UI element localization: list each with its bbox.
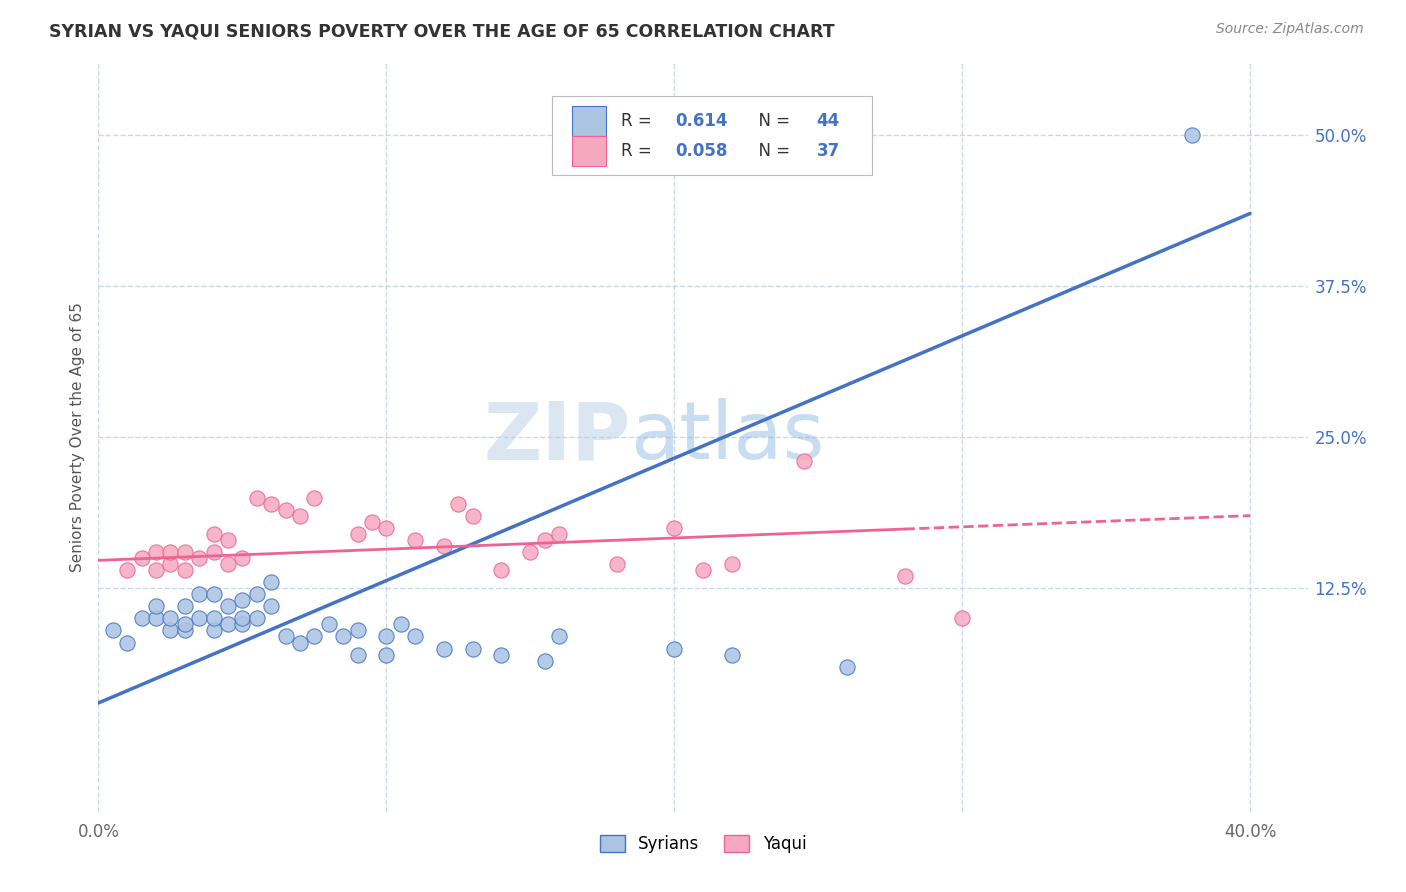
Text: atlas: atlas [630, 398, 825, 476]
Point [260, 497, 283, 511]
Point [606, 557, 628, 571]
Point [145, 545, 167, 559]
Point [346, 526, 368, 541]
Point [246, 491, 269, 505]
Point [202, 545, 225, 559]
Point [274, 630, 297, 644]
Point [202, 587, 225, 601]
Point [145, 611, 167, 625]
Point [115, 635, 138, 649]
Point [115, 563, 138, 577]
Point [145, 563, 167, 577]
Text: SYRIAN VS YAQUI SENIORS POVERTY OVER THE AGE OF 65 CORRELATION CHART: SYRIAN VS YAQUI SENIORS POVERTY OVER THE… [49, 22, 835, 40]
Point [491, 648, 513, 662]
Point [433, 539, 456, 553]
Point [231, 593, 253, 607]
Point [274, 502, 297, 516]
Text: 44: 44 [817, 112, 839, 130]
Point [101, 624, 124, 638]
Point [202, 611, 225, 625]
FancyBboxPatch shape [551, 96, 872, 175]
Point [692, 563, 714, 577]
Point [533, 654, 555, 668]
Point [835, 659, 858, 673]
Point [202, 624, 225, 638]
Point [893, 569, 915, 583]
Point [950, 611, 973, 625]
Point [1181, 128, 1204, 142]
Point [131, 550, 153, 565]
Point [720, 648, 742, 662]
Text: R =: R = [621, 112, 657, 130]
Point [332, 630, 354, 644]
Point [433, 641, 456, 656]
Point [720, 557, 742, 571]
Text: Source: ZipAtlas.com: Source: ZipAtlas.com [1216, 22, 1364, 37]
Text: N =: N = [748, 112, 796, 130]
Point [304, 491, 326, 505]
Point [491, 563, 513, 577]
Point [188, 611, 211, 625]
Point [318, 617, 340, 632]
Point [202, 526, 225, 541]
Text: ZIP: ZIP [484, 398, 630, 476]
Text: R =: R = [621, 142, 657, 161]
Point [173, 563, 195, 577]
Point [404, 630, 426, 644]
Point [461, 641, 484, 656]
Point [346, 624, 368, 638]
Point [461, 508, 484, 523]
Point [217, 533, 239, 547]
Point [288, 508, 311, 523]
Point [260, 599, 283, 614]
Point [231, 617, 253, 632]
Point [548, 630, 571, 644]
Text: 37: 37 [817, 142, 839, 161]
Point [288, 635, 311, 649]
Point [246, 611, 269, 625]
Point [217, 557, 239, 571]
Point [145, 599, 167, 614]
Point [346, 648, 368, 662]
Point [404, 533, 426, 547]
Text: N =: N = [748, 142, 796, 161]
Point [231, 550, 253, 565]
FancyBboxPatch shape [572, 106, 606, 136]
Point [389, 617, 412, 632]
Text: 0.614: 0.614 [675, 112, 728, 130]
Point [159, 545, 181, 559]
Point [447, 497, 470, 511]
Point [159, 557, 181, 571]
Point [217, 599, 239, 614]
Point [304, 630, 326, 644]
Point [519, 545, 541, 559]
Point [188, 550, 211, 565]
Point [533, 533, 555, 547]
Point [246, 587, 269, 601]
Point [664, 641, 686, 656]
Point [173, 545, 195, 559]
Point [131, 611, 153, 625]
Point [173, 599, 195, 614]
Point [375, 521, 398, 535]
Point [173, 617, 195, 632]
Point [159, 624, 181, 638]
Point [188, 587, 211, 601]
Point [664, 521, 686, 535]
Point [375, 630, 398, 644]
Point [548, 526, 571, 541]
Text: 0.058: 0.058 [675, 142, 727, 161]
Point [159, 611, 181, 625]
Point [793, 454, 815, 468]
Point [217, 617, 239, 632]
Point [375, 648, 398, 662]
Point [361, 515, 384, 529]
Point [260, 575, 283, 590]
FancyBboxPatch shape [572, 136, 606, 166]
Legend: Syrians, Yaqui: Syrians, Yaqui [593, 828, 813, 860]
Y-axis label: Seniors Poverty Over the Age of 65: Seniors Poverty Over the Age of 65 [69, 302, 84, 572]
Point [173, 624, 195, 638]
Point [231, 611, 253, 625]
